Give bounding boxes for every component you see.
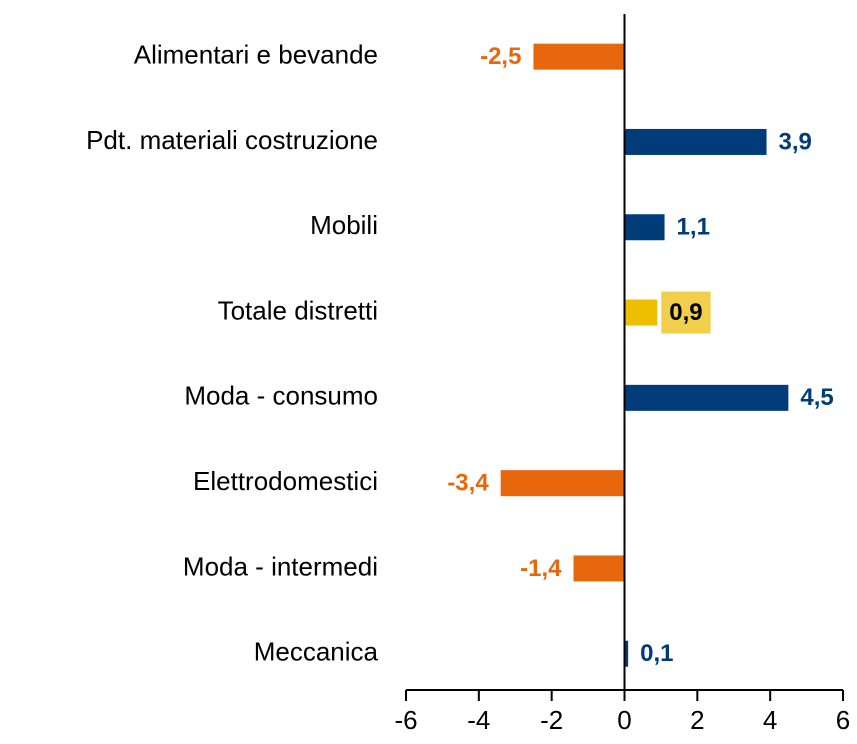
y-tick-label: Moda - intermedi bbox=[183, 551, 378, 581]
y-tick-label: Elettrodomestici bbox=[193, 466, 378, 496]
x-tick-label: 6 bbox=[836, 705, 850, 735]
x-tick-label: 0 bbox=[617, 705, 631, 735]
value-label: 0,1 bbox=[640, 640, 673, 667]
x-tick-label: -2 bbox=[540, 705, 563, 735]
value-label: 1,1 bbox=[677, 214, 710, 241]
y-tick-label: Moda - consumo bbox=[184, 381, 378, 411]
y-tick-label: Pdt. materiali costruzione bbox=[86, 125, 378, 155]
bar bbox=[500, 470, 625, 497]
bar bbox=[624, 128, 767, 155]
x-tick-label: 4 bbox=[763, 705, 777, 735]
value-label: -1,4 bbox=[520, 555, 562, 582]
x-tick-label: -4 bbox=[467, 705, 490, 735]
value-label: 3,9 bbox=[779, 128, 812, 155]
x-tick-label: 2 bbox=[690, 705, 704, 735]
bar bbox=[624, 640, 629, 667]
bar bbox=[624, 384, 789, 411]
y-tick-label: Alimentari e bevande bbox=[134, 40, 378, 70]
value-label: -3,4 bbox=[447, 469, 489, 496]
value-label: 0,9 bbox=[669, 299, 702, 326]
bar bbox=[573, 555, 625, 582]
value-label-background bbox=[661, 291, 711, 334]
bar bbox=[533, 43, 625, 70]
y-tick-label: Mobili bbox=[310, 210, 378, 240]
y-tick-label: Meccanica bbox=[254, 637, 379, 667]
y-tick-label: Totale distretti bbox=[218, 295, 378, 325]
value-label: 4,5 bbox=[800, 384, 833, 411]
value-label: -2,5 bbox=[480, 43, 521, 70]
bar bbox=[624, 299, 658, 326]
x-tick-label: -6 bbox=[394, 705, 417, 735]
bar bbox=[624, 214, 665, 241]
